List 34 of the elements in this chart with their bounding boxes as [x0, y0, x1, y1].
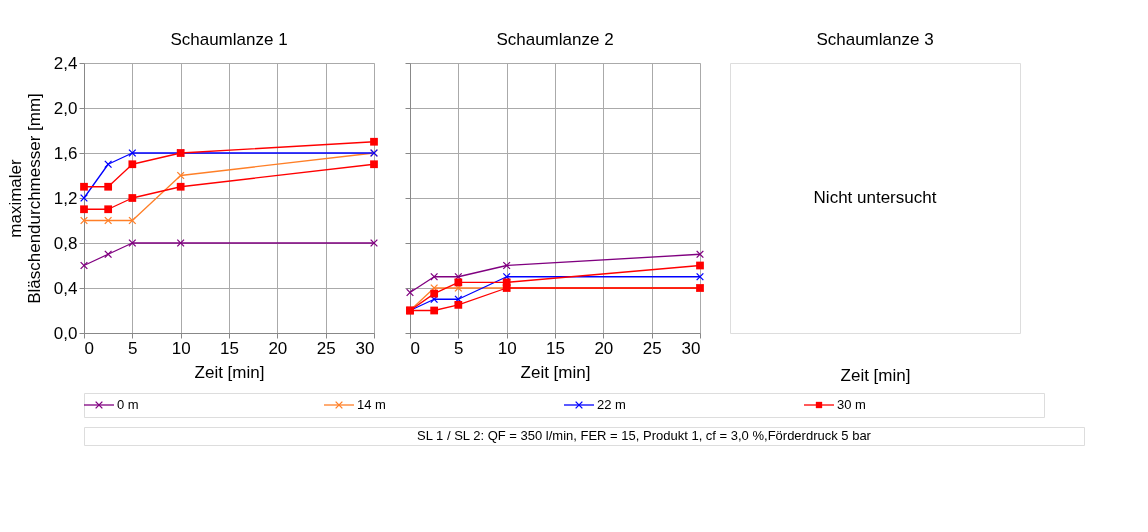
- y-tick-label: 1,6: [53, 143, 78, 163]
- x-tick-label: 25: [316, 338, 336, 358]
- x-tick-label: 25: [642, 338, 662, 358]
- x-axis-title: Zeit [min]: [520, 362, 591, 382]
- y-tick-label: 0,8: [53, 233, 78, 253]
- y-axis-title: maximaler Bläschendurchmesser [mm]: [5, 93, 44, 304]
- y-tick-label: 0,0: [53, 323, 78, 343]
- legend-label: 0 m: [117, 397, 139, 412]
- legend-label: 22 m: [597, 397, 626, 412]
- y-tick-label: 2,4: [53, 53, 78, 73]
- y-tick-label: 1,2: [53, 188, 78, 208]
- x-tick-label: 20: [594, 338, 614, 358]
- y-tick-label: 0,4: [53, 278, 78, 298]
- x-tick-label: 20: [268, 338, 288, 358]
- x-tick-label: 5: [128, 338, 138, 358]
- chart-title: Schaumlanze 1: [170, 30, 288, 49]
- text: SL 1 / SL 2: QF = 350 l/min, FER = 15, Produkt 1, cf = 3,0 %,Förderdruck 5 bar: [417, 428, 872, 443]
- legend-label: 14 m: [357, 397, 386, 412]
- x-tick-label: 0: [84, 338, 94, 358]
- x-axis-title: Zeit [min]: [194, 362, 265, 382]
- x-tick-label: 5: [454, 338, 464, 358]
- text: Schaumlanze 3: [816, 30, 934, 49]
- x-tick-label: 15: [546, 338, 565, 358]
- x-tick-label: 10: [171, 338, 191, 358]
- x-tick-label: 15: [220, 338, 239, 358]
- x-tick-label: 10: [497, 338, 517, 358]
- legend-label: 30 m: [837, 397, 866, 412]
- x-tick-label: 30: [681, 338, 701, 358]
- chart-title: Schaumlanze 2: [496, 30, 614, 49]
- text: Nicht untersucht: [813, 188, 937, 207]
- x-tick-label: 0: [410, 338, 420, 358]
- y-tick-label: 2,0: [53, 98, 78, 118]
- text: Zeit [min]: [840, 365, 911, 385]
- x-tick-label: 30: [355, 338, 375, 358]
